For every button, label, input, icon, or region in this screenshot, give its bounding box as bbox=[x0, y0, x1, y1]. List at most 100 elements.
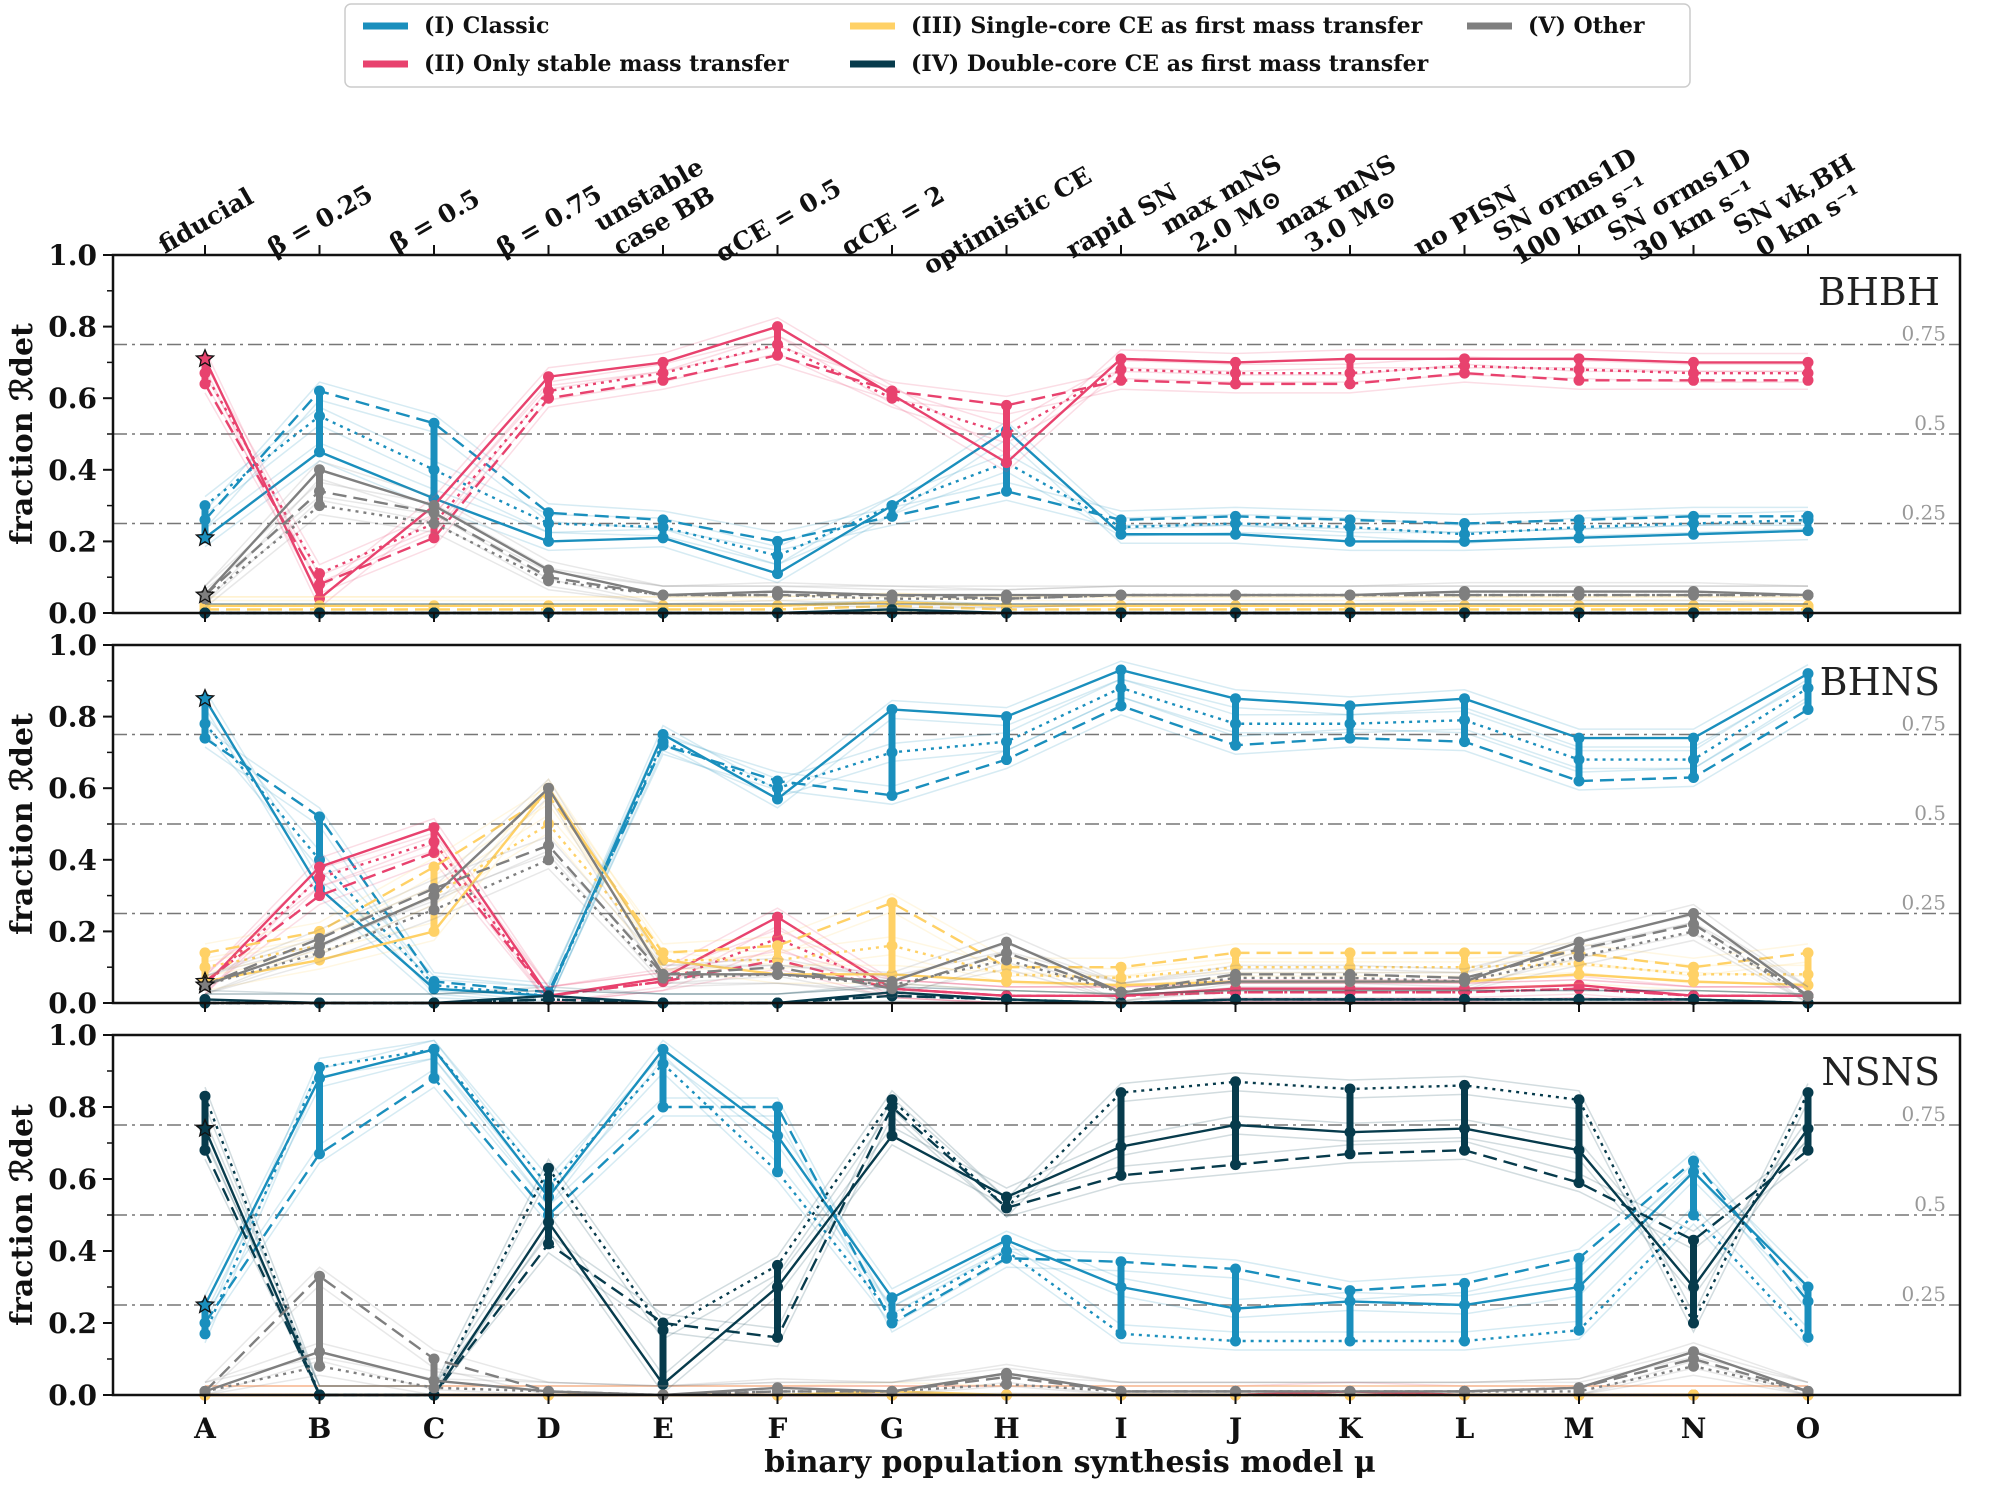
data-point bbox=[1115, 972, 1127, 984]
y-tick-label: 0.2 bbox=[48, 1307, 97, 1340]
series-band-line bbox=[204, 334, 1808, 609]
data-point bbox=[1115, 682, 1127, 694]
data-point bbox=[1802, 682, 1814, 694]
y-tick-label: 0.0 bbox=[48, 597, 97, 630]
data-point bbox=[772, 1166, 783, 1178]
data-point bbox=[199, 961, 211, 973]
data-point bbox=[1802, 367, 1814, 379]
data-point bbox=[543, 839, 554, 851]
data-point bbox=[1230, 718, 1241, 730]
data-point bbox=[314, 1061, 325, 1073]
data-point bbox=[1115, 521, 1127, 533]
data-point bbox=[886, 789, 898, 801]
data-point bbox=[1688, 908, 1699, 919]
data-point bbox=[772, 1130, 783, 1142]
data-point bbox=[428, 847, 440, 859]
series-band-line bbox=[204, 459, 1809, 587]
y-tick-label: 1.0 bbox=[48, 1019, 97, 1052]
data-point bbox=[314, 410, 325, 422]
data-point bbox=[1344, 367, 1356, 379]
data-point bbox=[314, 890, 325, 902]
data-point bbox=[772, 1281, 783, 1293]
data-point bbox=[1344, 521, 1356, 533]
data-point bbox=[1802, 1087, 1814, 1099]
data-point bbox=[1230, 1076, 1241, 1088]
y-tick-label: 0.8 bbox=[48, 701, 97, 734]
data-point bbox=[199, 732, 211, 744]
panel-label: BHBH bbox=[1818, 270, 1940, 314]
data-point bbox=[1001, 428, 1012, 440]
y-tick-label: 0.8 bbox=[48, 1091, 97, 1124]
reference-label: 0.5 bbox=[1914, 801, 1946, 825]
series-band-line bbox=[204, 1072, 1809, 1387]
data-point bbox=[1802, 1144, 1814, 1156]
data-point bbox=[199, 500, 211, 512]
y-tick-label: 1.0 bbox=[48, 239, 97, 272]
y-tick-label: 0.4 bbox=[48, 844, 97, 877]
bottom-x-tick-labels: A B C D E F G H I J K L M N O bbox=[193, 1412, 1820, 1445]
data-point bbox=[1344, 1083, 1356, 1095]
series-band-line bbox=[204, 867, 1809, 1004]
data-point bbox=[1459, 528, 1470, 540]
data-point bbox=[314, 485, 325, 497]
data-point bbox=[1230, 356, 1241, 368]
series-line-dashed bbox=[204, 389, 1808, 543]
data-point bbox=[428, 904, 440, 916]
data-point bbox=[1344, 1126, 1356, 1138]
data-point bbox=[1001, 1234, 1012, 1246]
data-point bbox=[1802, 979, 1814, 991]
data-point bbox=[772, 568, 783, 580]
data-point bbox=[199, 1328, 211, 1340]
x-tick-label-G: G bbox=[880, 1412, 904, 1445]
legend-label-other: (V) Other bbox=[1528, 13, 1645, 39]
data-point bbox=[199, 1144, 211, 1156]
data-point bbox=[1344, 535, 1356, 547]
data-point bbox=[1001, 711, 1012, 723]
series-line-dotted bbox=[204, 414, 1809, 557]
data-point bbox=[772, 339, 783, 350]
data-point bbox=[314, 464, 325, 476]
data-point bbox=[1115, 1087, 1127, 1099]
data-point bbox=[1802, 947, 1814, 959]
x-tick-label-L: L bbox=[1455, 1412, 1475, 1445]
data-point bbox=[1115, 1281, 1127, 1293]
data-point bbox=[543, 385, 554, 397]
data-point bbox=[1344, 1295, 1356, 1307]
fiducial-star bbox=[194, 584, 216, 604]
data-point bbox=[1115, 664, 1127, 676]
data-point bbox=[314, 811, 325, 823]
data-point bbox=[199, 947, 211, 959]
data-point bbox=[1573, 353, 1585, 365]
data-point bbox=[657, 1101, 669, 1113]
data-point bbox=[199, 367, 211, 379]
data-point bbox=[1230, 589, 1241, 601]
data-point bbox=[314, 1148, 325, 1160]
data-point bbox=[1573, 1177, 1585, 1189]
x-tick-label-N: N bbox=[1681, 1412, 1707, 1445]
reference-label: 0.25 bbox=[1901, 891, 1946, 915]
data-point bbox=[657, 521, 669, 533]
data-point bbox=[428, 1072, 440, 1084]
data-point bbox=[543, 1162, 554, 1174]
data-point bbox=[1115, 961, 1127, 973]
data-point bbox=[314, 568, 325, 580]
data-point bbox=[1230, 518, 1241, 529]
data-point bbox=[1001, 936, 1012, 948]
series-line-dashed bbox=[203, 1105, 1809, 1397]
data-point bbox=[1459, 976, 1470, 988]
data-point bbox=[1001, 457, 1012, 469]
x-tick-label-M: M bbox=[1564, 1412, 1595, 1445]
series-line-dotted bbox=[204, 858, 1809, 997]
series-line-dotted bbox=[204, 686, 1809, 998]
data-point bbox=[314, 385, 325, 397]
data-point bbox=[772, 1259, 783, 1271]
fiducial-star bbox=[194, 1117, 216, 1138]
data-point bbox=[428, 532, 440, 544]
x-tick-label-B: B bbox=[308, 1412, 332, 1445]
data-point bbox=[1115, 353, 1127, 365]
data-point bbox=[657, 736, 669, 748]
data-point bbox=[1688, 518, 1699, 529]
data-point bbox=[1459, 736, 1470, 748]
data-point bbox=[543, 518, 554, 529]
